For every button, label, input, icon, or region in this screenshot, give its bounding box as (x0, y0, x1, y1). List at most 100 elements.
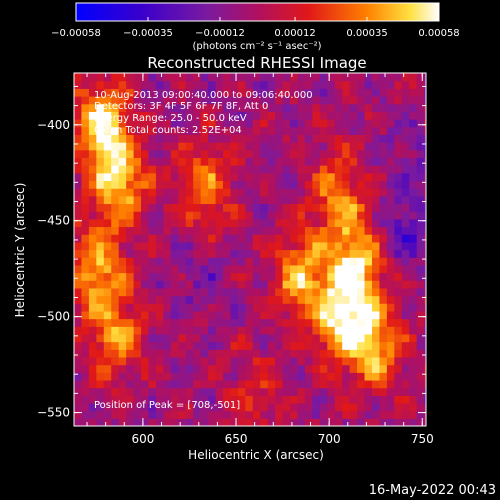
heatmap-cell (81, 157, 90, 166)
heatmap-cell (155, 203, 164, 212)
heatmap-cell (260, 418, 269, 426)
heatmap-cell (304, 364, 313, 373)
heatmap-cell (282, 318, 291, 327)
heatmap-cell (334, 379, 343, 389)
heatmap-cell (230, 103, 239, 112)
heatmap-cell (133, 165, 142, 174)
heatmap-cell (170, 188, 179, 197)
heatmap-cell (215, 318, 224, 327)
heatmap-cell (163, 364, 172, 373)
heatmap-cell (416, 134, 425, 143)
heatmap-cell (342, 80, 351, 89)
heatmap-cell (245, 119, 254, 128)
heatmap-cell (81, 295, 90, 304)
heatmap-cell (297, 119, 306, 128)
heatmap-cell (230, 226, 239, 235)
heatmap-cell (193, 287, 202, 297)
heatmap-cell (409, 126, 418, 135)
heatmap-cell (133, 418, 142, 426)
heatmap-cell (319, 272, 328, 281)
heatmap-cell (267, 134, 276, 143)
heatmap-cell (342, 172, 351, 182)
heatmap-cell (379, 356, 388, 366)
heatmap-cell (133, 249, 142, 258)
heatmap-cell (275, 126, 284, 135)
heatmap-cell (237, 395, 246, 404)
heatmap-cell (364, 249, 373, 258)
heatmap-cell (230, 126, 239, 135)
heatmap-cell (185, 418, 194, 426)
heatmap-cell (394, 395, 403, 404)
heatmap-cell (133, 257, 142, 266)
heatmap-cell (252, 88, 261, 97)
heatmap-cell (170, 402, 179, 412)
heatmap-cell (170, 418, 179, 426)
heatmap-cell (282, 356, 291, 366)
heatmap-cell (327, 418, 336, 426)
heatmap-cell (252, 195, 261, 205)
heatmap-cell (200, 280, 209, 289)
heatmap-cell (200, 157, 209, 166)
heatmap-cell (245, 272, 254, 281)
heatmap-cell (364, 211, 373, 220)
heatmap-cell (349, 364, 358, 373)
heatmap-cell (155, 134, 164, 143)
heatmap-cell (371, 218, 381, 228)
heatmap-cell (96, 88, 105, 97)
heatmap-cell (312, 126, 321, 135)
heatmap-cell (342, 280, 351, 289)
heatmap-cell (342, 249, 351, 258)
heatmap-cell (357, 119, 366, 128)
heatmap-cell (237, 272, 246, 281)
heatmap-cell (319, 326, 328, 335)
heatmap-cell (215, 172, 224, 182)
heatmap-cell (304, 310, 313, 320)
heatmap-cell (141, 180, 150, 189)
heatmap-cell (200, 180, 209, 189)
heatmap-cell (126, 280, 135, 289)
heatmap-cell (222, 203, 232, 212)
heatmap-cell (200, 310, 209, 320)
heatmap-cell (155, 395, 164, 404)
heatmap-cell (222, 88, 232, 97)
heatmap-cell (379, 326, 388, 335)
heatmap-cell (334, 157, 343, 166)
heatmap-cell (319, 126, 328, 135)
heatmap-cell (245, 249, 254, 258)
heatmap-cell (163, 287, 172, 297)
heatmap-cell (81, 272, 90, 281)
heatmap-cell (312, 149, 321, 159)
heatmap-cell (215, 211, 224, 220)
heatmap-cell (118, 379, 127, 389)
heatmap-cell (126, 226, 135, 235)
heatmap-cell (357, 111, 366, 120)
heatmap-cell (141, 111, 150, 120)
heatmap-cell (357, 318, 366, 327)
heatmap-cell (111, 134, 120, 143)
heatmap-cell (424, 126, 426, 135)
heatmap-cell (178, 234, 187, 243)
heatmap-cell (88, 211, 97, 220)
heatmap-cell (290, 195, 299, 205)
heatmap-cell (424, 203, 426, 212)
heatmap-cell (74, 418, 83, 426)
heatmap-cell (252, 226, 261, 235)
heatmap-cell (297, 287, 306, 297)
heatmap-cell (118, 172, 127, 182)
heatmap-cell (74, 349, 83, 358)
heatmap-cell (275, 103, 284, 112)
heatmap-cell (200, 149, 209, 159)
heatmap-cell (401, 326, 410, 335)
heatmap-cell (155, 372, 164, 381)
heatmap-cell (416, 280, 425, 289)
heatmap-cell (342, 96, 351, 105)
heatmap-cell (74, 264, 83, 274)
heatmap-cell (141, 195, 150, 205)
heatmap-cell (282, 111, 291, 120)
heatmap-cell (245, 257, 254, 266)
heatmap-cell (275, 119, 284, 128)
heatmap-cell (401, 88, 410, 97)
heatmap-cell (148, 303, 157, 312)
heatmap-cell (126, 134, 135, 143)
heatmap-cell (74, 249, 83, 258)
